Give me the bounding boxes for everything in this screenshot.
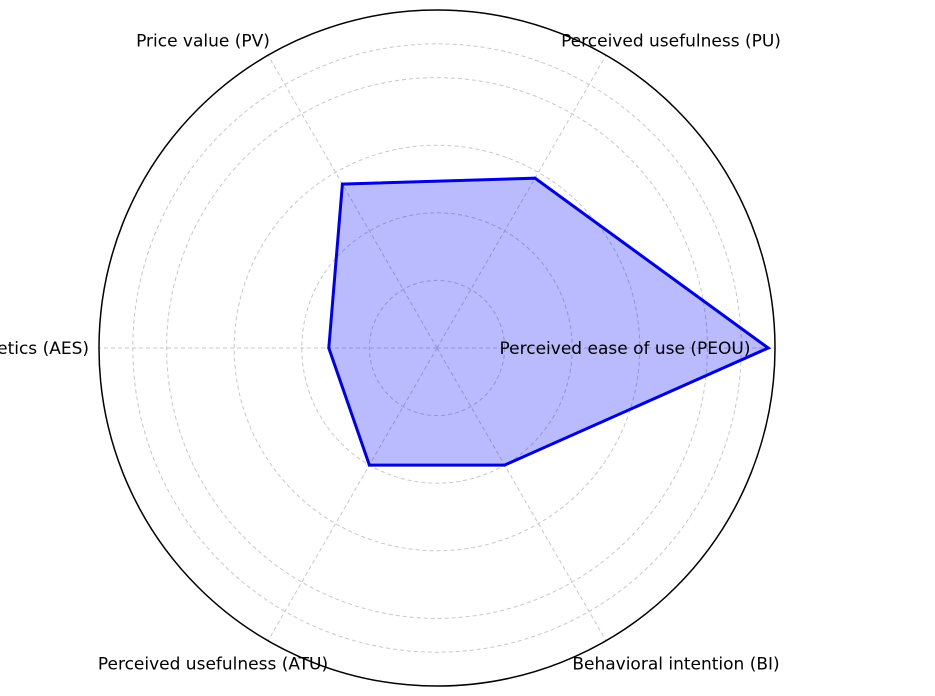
- axis-label-3: Price value (PV): [136, 32, 270, 52]
- outer-ring: [98, 9, 776, 687]
- grid-ring-1: [368, 279, 506, 417]
- axis-label-5: Perceived usefulness (ATU): [98, 654, 328, 674]
- spoke-5: [267, 347, 438, 641]
- axis-label-1: Perceived ease of use (PEOU): [500, 339, 751, 359]
- data-point-5: [367, 463, 371, 467]
- grid-ring-4: [166, 77, 708, 619]
- data-point-6: [503, 463, 507, 467]
- axis-label-4: Aesthetics (AES): [0, 339, 89, 359]
- spoke-6: [436, 347, 607, 641]
- data-point-1: [766, 346, 770, 350]
- data-point-2: [533, 176, 537, 180]
- series-polygon-1: [327, 176, 772, 467]
- spoke-3: [267, 55, 438, 349]
- grid-ring-3: [233, 144, 641, 552]
- axis-label-6: Behavioral intention (BI): [572, 654, 779, 674]
- data-point-3: [340, 182, 344, 186]
- series-layer: [327, 176, 772, 467]
- grid-layer: [98, 9, 776, 687]
- axis-label-2: Perceived usefulness (PU): [561, 32, 781, 52]
- axis-labels: Perceived ease of use (PEOU) Perceived us…: [0, 32, 781, 675]
- data-point-4: [327, 346, 331, 350]
- spoke-2: [436, 55, 607, 349]
